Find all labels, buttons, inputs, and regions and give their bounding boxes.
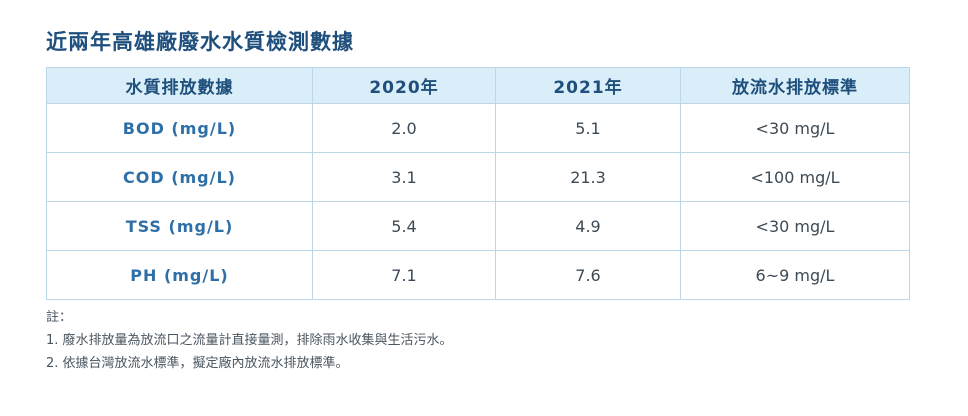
column-header-standard: 放流水排放標準 (680, 67, 910, 104)
parameter-cell: TSS (mg/L) (46, 201, 313, 251)
table-row: COD (mg/L) 3.1 21.3 <100 mg/L (46, 152, 910, 202)
table-row: BOD (mg/L) 2.0 5.1 <30 mg/L (46, 103, 910, 153)
notes-heading: 註： (46, 310, 73, 325)
column-header-2021: 2021年 (495, 67, 681, 104)
table-header-row: 水質排放數據 2020年 2021年 放流水排放標準 (46, 67, 910, 104)
value-2021-cell: 7.6 (495, 250, 681, 300)
water-quality-table: 水質排放數據 2020年 2021年 放流水排放標準 BOD (mg/L) 2.… (46, 67, 910, 300)
value-2020-cell: 5.4 (312, 201, 496, 251)
note-item: 2. 依據台灣放流水標準，擬定廠內放流水排放標準。 (46, 356, 349, 371)
table-row: PH (mg/L) 7.1 7.6 6~9 mg/L (46, 250, 910, 300)
note-item: 1. 廢水排放量為放流口之流量計直接量測，排除雨水收集與生活污水。 (46, 333, 453, 348)
value-2020-cell: 2.0 (312, 103, 496, 153)
notes-section: 註： 1. 廢水排放量為放流口之流量計直接量測，排除雨水收集與生活污水。 2. … (46, 306, 453, 375)
page-title: 近兩年高雄廠廢水水質檢測數據 (46, 30, 354, 54)
value-2021-cell: 4.9 (495, 201, 681, 251)
value-2020-cell: 7.1 (312, 250, 496, 300)
standard-cell: <30 mg/L (680, 103, 910, 153)
standard-cell: <30 mg/L (680, 201, 910, 251)
value-2020-cell: 3.1 (312, 152, 496, 202)
parameter-cell: COD (mg/L) (46, 152, 313, 202)
table-row: TSS (mg/L) 5.4 4.9 <30 mg/L (46, 201, 910, 251)
parameter-cell: BOD (mg/L) (46, 103, 313, 153)
value-2021-cell: 21.3 (495, 152, 681, 202)
column-header-parameter: 水質排放數據 (46, 67, 313, 104)
parameter-cell: PH (mg/L) (46, 250, 313, 300)
standard-cell: 6~9 mg/L (680, 250, 910, 300)
column-header-2020: 2020年 (312, 67, 496, 104)
value-2021-cell: 5.1 (495, 103, 681, 153)
standard-cell: <100 mg/L (680, 152, 910, 202)
